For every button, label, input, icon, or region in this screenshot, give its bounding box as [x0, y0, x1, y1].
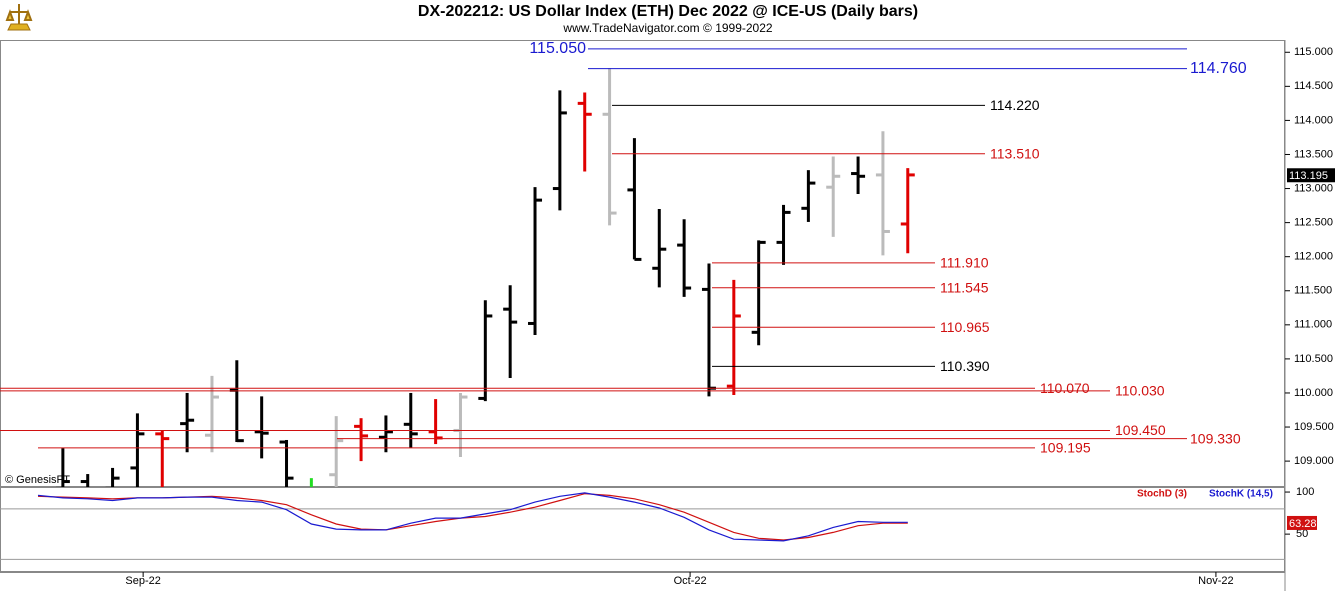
- level-label: 110.965: [940, 319, 990, 335]
- level-label: 109.195: [1040, 440, 1091, 456]
- x-tick-label: Sep-22: [125, 575, 160, 587]
- level-label: 115.050: [529, 40, 586, 57]
- last-value-label: 63.28: [1289, 518, 1317, 530]
- y-tick-label: 109.500: [1294, 421, 1334, 433]
- last-price-label: 113.195: [1289, 170, 1328, 182]
- y-tick-label: 112.500: [1294, 217, 1333, 229]
- level-label: 110.030: [1115, 383, 1165, 399]
- stoch-line: [37, 492, 908, 542]
- last-price-tag: [1287, 168, 1335, 183]
- level-label: 110.070: [1040, 380, 1090, 396]
- y-tick-label: 112.000: [1294, 251, 1333, 263]
- y-tick-label: 110.000: [1294, 387, 1333, 399]
- y-tick-label: 100: [1296, 486, 1314, 498]
- level-label: 114.220: [990, 97, 1040, 113]
- legend-label: StochD (3): [1137, 489, 1187, 500]
- chart-title: DX-202212: US Dollar Index (ETH) Dec 202…: [418, 3, 918, 20]
- x-tick-label: Nov-22: [1198, 575, 1233, 587]
- y-tick-label: 114.000: [1294, 114, 1333, 126]
- y-tick-label: 115.000: [1294, 46, 1333, 58]
- logo: [5, 4, 33, 31]
- level-label: 114.760: [1190, 60, 1247, 77]
- watermark: © GenesisFT: [5, 474, 70, 486]
- y-tick-label: 110.500: [1294, 353, 1333, 365]
- level-label: 109.330: [1190, 430, 1241, 446]
- level-label: 113.510: [990, 145, 1040, 161]
- x-tick-label: Oct-22: [674, 575, 707, 587]
- level-label: 111.545: [940, 279, 989, 295]
- y-tick-label: 109.000: [1294, 455, 1334, 467]
- bars: [55, 67, 915, 487]
- last-value-tag: [1287, 515, 1317, 530]
- y-tick-label: 111.000: [1294, 319, 1332, 331]
- legend-label: StochK (14,5): [1209, 489, 1273, 500]
- y-tick-label: 114.500: [1294, 80, 1333, 92]
- y-tick-label: 113.500: [1294, 148, 1333, 160]
- y-tick-label: 111.500: [1294, 285, 1332, 297]
- chart-subtitle: www.TradeNavigator.com © 1999-2022: [562, 21, 772, 35]
- level-label: 109.450: [1115, 422, 1166, 438]
- level-label: 110.390: [940, 358, 990, 374]
- y-tick-label: 50: [1296, 528, 1308, 540]
- y-tick-label: 113.000: [1294, 182, 1333, 194]
- level-label: 111.910: [940, 255, 989, 271]
